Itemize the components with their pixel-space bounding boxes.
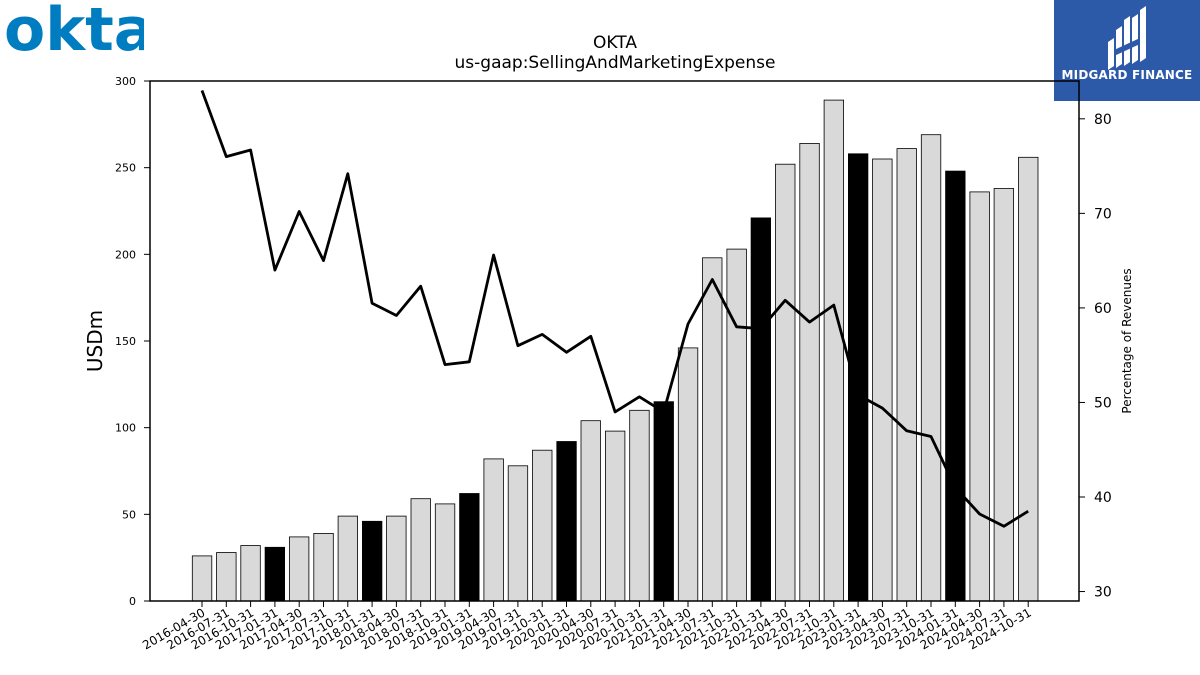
midgard-finance-wordmark: MIDGARD FINANCE <box>1061 68 1193 82</box>
midgard-finance-emblem-icon <box>1108 6 1146 70</box>
bar-2021-07-31 <box>702 257 723 602</box>
x-axis: 2016-04-302016-07-312016-10-312017-01-31… <box>140 601 1034 652</box>
bar-2021-04-30 <box>677 347 699 602</box>
bar-2021-10-31 <box>726 248 747 602</box>
bar-2024-07-31 <box>993 188 1014 602</box>
y-axis-label: USDm <box>83 310 107 372</box>
y2-tick-label: 60 <box>1094 301 1112 317</box>
bar-2019-01-31 <box>459 493 480 602</box>
bar-2024-04-30 <box>969 191 990 602</box>
bar-2020-01-31 <box>556 441 577 602</box>
y-axis-right: 30 40 50 60 70 80 <box>1079 112 1112 601</box>
okta-logo-text: okta <box>4 2 144 57</box>
y2-tick-label: 70 <box>1094 206 1112 222</box>
bar-2019-04-30 <box>483 458 504 602</box>
y-tick-label: 150 <box>115 335 136 348</box>
bar-2022-07-31 <box>799 142 820 602</box>
percentage-of-revenues-line <box>200 90 1029 528</box>
bar-2018-07-31 <box>410 498 431 602</box>
bar-2022-04-30 <box>775 163 796 602</box>
midgard-finance-logo: MIDGARD FINANCE <box>1054 0 1200 101</box>
bar-2018-01-31 <box>361 520 383 602</box>
bar-2020-04-30 <box>580 420 601 602</box>
bar-2016-07-31 <box>216 552 237 602</box>
bar-2017-01-31 <box>264 546 286 602</box>
bar-2018-04-30 <box>386 515 407 602</box>
y-tick-label: 100 <box>115 422 136 435</box>
y-tick-label: 300 <box>115 75 136 88</box>
bar-2022-10-31 <box>823 99 844 602</box>
bar-2023-10-31 <box>920 134 942 602</box>
line-series <box>200 90 1029 528</box>
bar-2023-01-31 <box>848 153 869 602</box>
bar-2022-01-31 <box>750 217 771 602</box>
bar-2024-01-31 <box>945 170 966 602</box>
bar-series <box>191 99 1039 602</box>
bar-2020-07-31 <box>605 430 626 602</box>
y-tick-label: 200 <box>115 248 136 261</box>
bar-2017-07-31 <box>313 533 334 602</box>
y2-axis-label: Percentage of Revenues <box>1120 268 1134 413</box>
bar-2019-10-31 <box>532 449 553 602</box>
bar-2023-04-30 <box>872 158 893 602</box>
bar-2016-04-30 <box>191 555 213 602</box>
bar-2017-10-31 <box>337 515 359 602</box>
bar-2024-10-31 <box>1018 156 1039 602</box>
y2-tick-label: 80 <box>1094 112 1112 128</box>
y2-tick-label: 50 <box>1094 395 1112 411</box>
bar-2017-04-30 <box>288 536 310 602</box>
bar-2016-10-31 <box>240 545 261 602</box>
bar-2018-10-31 <box>434 503 456 602</box>
y-axis-left: 0 50 100 150 200 250 300 <box>115 75 150 608</box>
bar-2021-01-31 <box>653 401 674 602</box>
y-tick-label: 0 <box>129 595 136 608</box>
y-tick-label: 250 <box>115 162 136 175</box>
okta-logo: okta <box>4 2 144 57</box>
y-tick-label: 50 <box>122 508 136 521</box>
bar-2019-07-31 <box>507 465 529 602</box>
y2-tick-label: 40 <box>1094 490 1112 506</box>
bar-2023-07-31 <box>896 148 917 602</box>
chart-subtitle: us-gaap:SellingAndMarketingExpense <box>455 53 776 73</box>
y2-tick-label: 30 <box>1094 585 1112 601</box>
chart-title: OKTA <box>593 33 637 53</box>
bar-2020-10-31 <box>629 409 650 602</box>
